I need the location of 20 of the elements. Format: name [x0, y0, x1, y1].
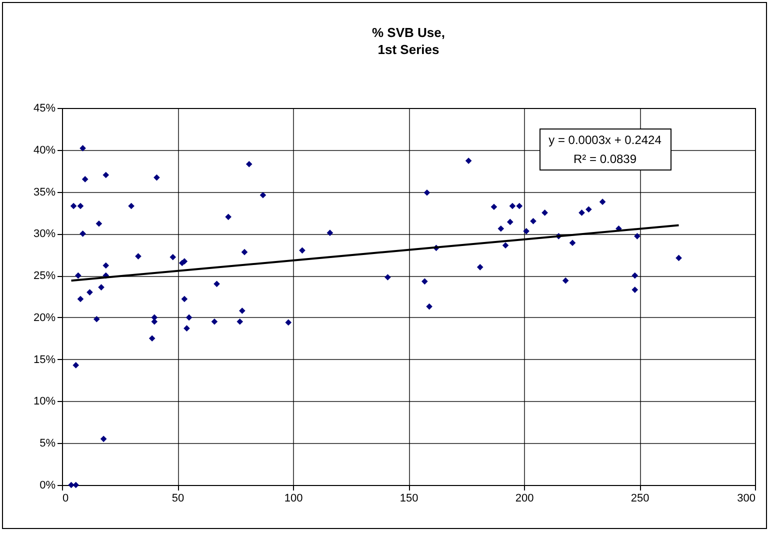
y-tick-label: 15% — [33, 354, 56, 366]
x-tick-label: 50 — [172, 492, 184, 504]
y-tick-label: 35% — [33, 186, 56, 198]
chart-title: % SVB Use, 1st Series — [372, 25, 445, 57]
x-tick-label: 200 — [515, 492, 534, 504]
annotation: y = 0.0003x + 0.2424 — [548, 133, 662, 147]
y-tick-label: 45% — [33, 102, 56, 114]
x-tick-label: 300 — [737, 492, 756, 504]
y-tick-label: 40% — [33, 144, 56, 156]
annotation: R² = 0.0839 — [573, 152, 637, 166]
y-tick-label: 10% — [33, 396, 56, 408]
y-tick-label: 25% — [33, 270, 56, 282]
x-tick-label: 150 — [400, 492, 418, 504]
y-tick-label: 30% — [33, 228, 56, 240]
x-tick-label: 0 — [62, 492, 69, 504]
y-tick-label: 5% — [40, 438, 56, 450]
y-tick-label: 0% — [40, 480, 56, 492]
y-tick-label: 20% — [33, 312, 56, 324]
x-tick-label: 250 — [630, 492, 650, 504]
x-tick-label: 100 — [284, 492, 303, 504]
